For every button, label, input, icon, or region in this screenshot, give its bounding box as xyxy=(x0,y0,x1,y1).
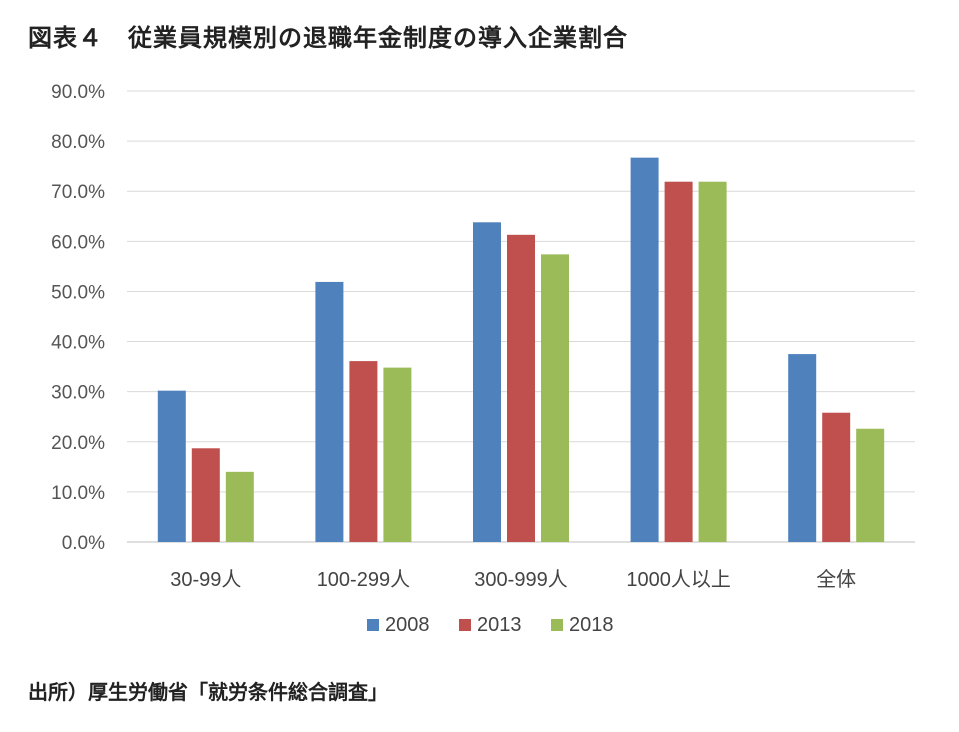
bar-2008 xyxy=(473,222,501,542)
bar-2013 xyxy=(664,181,693,542)
bar-2013 xyxy=(507,234,535,542)
y-axis: 0.0% 10.0% 20.0% 30.0% 40.0% 50.0% 60.0% 70.0% 8… xyxy=(51,82,105,554)
bar-2013 xyxy=(349,361,378,542)
x-tick-label: 100-299人 xyxy=(317,568,410,591)
bar-2018 xyxy=(698,181,727,542)
bar-2008 xyxy=(788,354,817,542)
x-tick-label: 1000人以上 xyxy=(626,568,731,591)
bar-2008 xyxy=(157,390,186,542)
y-tick-label: 50.0% xyxy=(51,282,105,303)
y-tick-label: 70.0% xyxy=(51,182,105,203)
y-tick-label: 30.0% xyxy=(51,383,105,404)
y-tick-label: 40.0% xyxy=(51,333,105,354)
legend-swatch-2008 xyxy=(367,619,379,631)
bar-2018 xyxy=(541,254,569,542)
y-tick-label: 10.0% xyxy=(51,483,105,504)
y-tick-label: 60.0% xyxy=(51,232,105,253)
bar-2008 xyxy=(630,157,659,543)
x-tick-label: 300-999人 xyxy=(474,568,567,591)
legend-swatch-2013 xyxy=(459,619,471,631)
y-tick-label: 80.0% xyxy=(51,132,105,153)
x-axis: 30-99人 100-299人 300-999人 1000人以上 全体 xyxy=(170,568,856,591)
bar-chart: 0.0% 10.0% 20.0% 30.0% 40.0% 50.0% 60.0% 70.0% 8… xyxy=(51,82,915,636)
y-tick-label: 90.0% xyxy=(51,82,105,103)
bars xyxy=(157,157,885,543)
bar-2018 xyxy=(383,367,412,542)
bar-2013 xyxy=(191,448,220,542)
legend-swatch-2018 xyxy=(551,619,563,631)
legend-label-2018: 2018 xyxy=(569,614,614,636)
source-note: 出所）厚生労働省「就労条件総合調査」 xyxy=(28,680,388,704)
y-tick-label: 0.0% xyxy=(62,533,105,554)
bar-2018 xyxy=(225,471,254,542)
y-tick-label: 20.0% xyxy=(51,433,105,454)
legend-label-2008: 2008 xyxy=(385,614,430,636)
bar-2018 xyxy=(856,428,885,542)
legend: 2008 2013 2018 xyxy=(367,614,614,636)
x-tick-label: 30-99人 xyxy=(170,568,241,591)
x-tick-label: 全体 xyxy=(816,568,856,591)
legend-label-2013: 2013 xyxy=(477,614,522,636)
bar-2013 xyxy=(822,412,851,542)
bar-2008 xyxy=(315,281,344,542)
chart-title: 図表４ 従業員規模別の退職年金制度の導入企業割合 xyxy=(28,24,628,52)
